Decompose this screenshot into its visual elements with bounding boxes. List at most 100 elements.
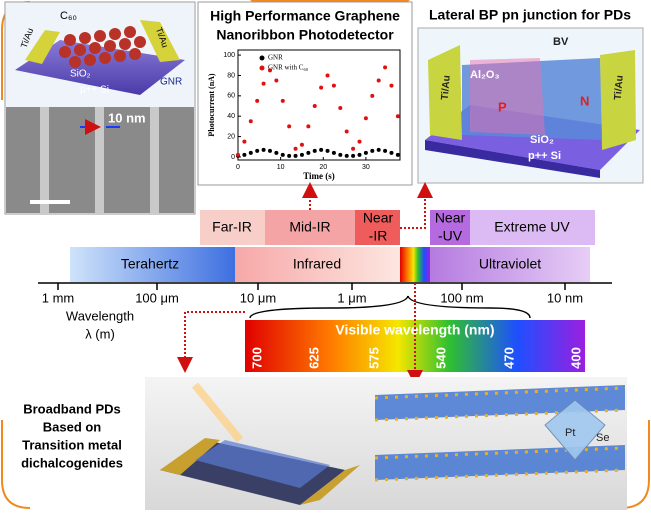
x-tick-label: 0	[236, 164, 240, 171]
legend-marker	[260, 66, 265, 71]
data-point	[249, 151, 253, 155]
atom-label: Pt	[565, 427, 575, 439]
plot-title: High Performance Graphene	[210, 8, 400, 24]
caption: Broadband PDs	[23, 401, 121, 416]
label: C₆₀	[60, 10, 77, 22]
band-label: Mid-IR	[289, 219, 330, 235]
y-tick-label: 40	[227, 113, 235, 120]
data-point	[319, 86, 323, 90]
caption: Based on	[43, 419, 102, 434]
data-point	[300, 143, 304, 147]
data-point	[313, 104, 317, 108]
data-point	[294, 154, 298, 158]
x-tick-label: 30	[362, 164, 370, 171]
label: p++ Si	[80, 85, 109, 96]
sem-label: 10 nm	[108, 110, 146, 125]
caption: dichalcogenides	[21, 455, 123, 470]
data-point	[249, 119, 253, 123]
label: Ti/Au	[440, 75, 453, 101]
data-point	[236, 153, 240, 157]
band-label: -UV	[438, 228, 463, 244]
data-point	[332, 84, 336, 88]
data-point	[351, 147, 355, 151]
gnr-plot: High Performance Graphene Nanoribbon Pho…	[198, 2, 412, 185]
band-label: Ultraviolet	[479, 256, 541, 272]
band-label: -IR	[369, 228, 388, 244]
data-point	[281, 99, 285, 103]
data-point	[294, 147, 298, 151]
band-label: Infrared	[293, 256, 341, 272]
data-point	[274, 79, 278, 83]
label: SiO₂	[70, 69, 91, 80]
visible-label: 625	[306, 347, 321, 369]
data-point	[389, 151, 393, 155]
label: Al₂O₃	[470, 69, 500, 81]
label: BV	[553, 36, 569, 48]
data-point	[274, 151, 278, 155]
brace	[250, 296, 530, 318]
data-point	[262, 148, 266, 152]
band-label: Extreme UV	[494, 219, 570, 235]
data-point	[396, 153, 400, 157]
x-tick-label: 20	[319, 164, 327, 171]
data-point	[345, 129, 349, 133]
label: SiO₂	[530, 134, 554, 146]
plot-title: Nanoribbon Photodetector	[216, 27, 394, 43]
data-point	[300, 153, 304, 157]
data-point	[242, 153, 246, 157]
label: p++ Si	[528, 150, 561, 162]
y-tick-label: 60	[227, 93, 235, 100]
axis-label: 10 nm	[547, 290, 583, 305]
axis-label: 1 mm	[42, 290, 75, 305]
axis-label: 100 μm	[135, 290, 179, 305]
data-point	[383, 65, 387, 69]
data-point	[364, 116, 368, 120]
axis-title: λ (m)	[85, 326, 115, 341]
x-axis-label: Time (s)	[303, 171, 335, 181]
data-point	[287, 124, 291, 128]
tmd-panel: Pt Se Broadband PDs Based on Transition …	[21, 377, 627, 510]
data-point	[281, 153, 285, 157]
label: GNR	[160, 77, 182, 88]
data-point	[345, 154, 349, 158]
figure: C₆₀ Ti/Au Ti/Au SiO₂ p++ Si GNR 10 nm Hi…	[0, 0, 651, 510]
visible-label: 575	[366, 347, 381, 369]
band-label: Near	[435, 210, 466, 226]
y-tick-label: 20	[227, 133, 235, 140]
label: P	[498, 99, 507, 114]
caption: Transition metal	[22, 437, 122, 452]
y-tick-label: 100	[223, 52, 235, 59]
data-point	[396, 114, 400, 118]
gnr-panel: C₆₀ Ti/Au Ti/Au SiO₂ p++ Si GNR 10 nm	[5, 2, 195, 214]
data-point	[389, 84, 393, 88]
visible-label: 400	[568, 347, 583, 369]
spectrum: Far-IR Mid-IR Near -IR Near -UV Extreme …	[38, 210, 612, 372]
data-point	[338, 153, 342, 157]
visible-band	[400, 247, 430, 282]
data-point	[358, 140, 362, 144]
data-point	[338, 106, 342, 110]
legend-label: GNR with C₆₀	[268, 64, 309, 72]
x-tick-label: 10	[277, 164, 285, 171]
scale-bar	[30, 200, 70, 204]
data-point	[287, 154, 291, 158]
band-label: Near	[363, 210, 394, 226]
data-point	[262, 82, 266, 86]
data-point	[377, 79, 381, 83]
axis-title: Wavelength	[66, 308, 134, 323]
bp-panel: Lateral BP pn junction for PDs BV Al₂O₃ …	[418, 7, 643, 183]
y-tick-label: 0	[231, 154, 235, 161]
label: Ti/Au	[613, 75, 626, 101]
data-point	[370, 149, 374, 153]
legend-marker	[260, 56, 265, 61]
visible-label: 470	[501, 347, 516, 369]
axis-label: 10 μm	[240, 290, 276, 305]
label: N	[580, 93, 589, 108]
data-point	[383, 149, 387, 153]
data-point	[326, 149, 330, 153]
data-point	[255, 149, 259, 153]
data-point	[255, 99, 259, 103]
data-point	[268, 149, 272, 153]
visible-label: 540	[433, 347, 448, 369]
data-point	[326, 73, 330, 77]
